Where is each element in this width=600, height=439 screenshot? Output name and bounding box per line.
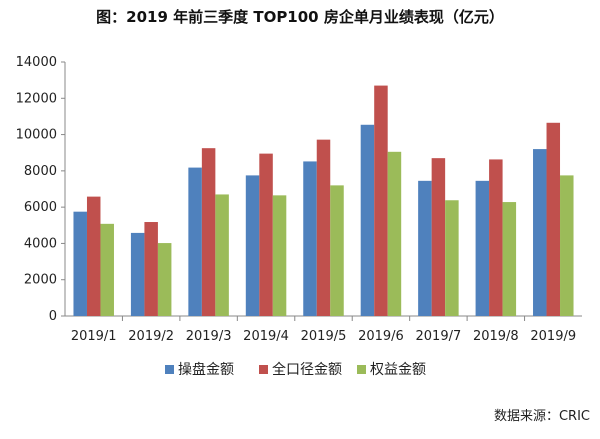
bar-操盘金额-2019/1 (73, 211, 87, 316)
y-tick-label: 10000 (16, 128, 57, 143)
x-tick-label: 2019/7 (416, 329, 462, 344)
x-tick-label: 2019/4 (243, 329, 289, 344)
bars (73, 85, 574, 317)
bar-权益金额-2019/5 (330, 185, 344, 316)
bar-全口径金额-2019/3 (201, 148, 216, 316)
bar-操盘金额-2019/5 (303, 161, 317, 316)
x-tick-label: 2019/8 (473, 329, 519, 344)
bar-权益金额-2019/9 (560, 175, 574, 316)
chart-title: 图：2019 年前三季度 TOP100 房企单月业绩表现（亿元） (96, 8, 504, 26)
bar-权益金额-2019/2 (157, 243, 172, 316)
bar-操盘金额-2019/2 (130, 232, 145, 316)
legend-swatch (165, 365, 174, 374)
bar-权益金额-2019/8 (502, 202, 517, 316)
bar-全口径金额-2019/4 (259, 153, 273, 316)
legend-label: 操盘金额 (178, 361, 234, 378)
bar-权益金额-2019/7 (445, 200, 459, 316)
legend-swatch (259, 365, 268, 374)
legend-label: 权益金额 (370, 362, 426, 378)
bar-操盘金额-2019/6 (360, 124, 375, 316)
x-tick-label: 2019/1 (71, 329, 117, 344)
y-tick-label: 2000 (24, 273, 57, 288)
bar-全口径金额-2019/8 (489, 159, 503, 316)
bar-操盘金额-2019/9 (533, 149, 547, 316)
bar-权益金额-2019/4 (272, 195, 287, 316)
legend-swatch (357, 365, 366, 374)
y-tick-label: 12000 (16, 91, 57, 106)
x-tick-labels: 2019/1 2019/2 2019/3 2019/4 2019/5 2019/6 2019… (71, 329, 576, 344)
legend: 操盘金额 全口径金额 权益金额 (165, 361, 426, 378)
bar-全口径金额-2019/2 (144, 222, 158, 316)
x-tick-label: 2019/9 (530, 329, 576, 344)
y-tick-label: 4000 (24, 236, 57, 251)
y-tick-label: 6000 (24, 200, 57, 215)
x-tick-label: 2019/6 (358, 329, 404, 344)
x-tick-label: 2019/2 (128, 329, 174, 344)
bar-权益金额-2019/1 (100, 223, 114, 316)
x-tick-label: 2019/3 (186, 329, 232, 344)
y-tick-label: 14000 (16, 55, 57, 70)
bar-操盘金额-2019/4 (245, 175, 260, 316)
bar-全口径金额-2019/7 (431, 158, 446, 316)
y-tick-label: 0 (49, 309, 57, 324)
x-tick-label: 2019/5 (301, 329, 347, 344)
legend-label: 全口径金额 (272, 361, 342, 378)
y-tick-labels: 0 2000 4000 6000 8000 10000 12000 14000 (16, 55, 57, 324)
bar-全口径金额-2019/5 (316, 139, 331, 316)
bar-权益金额-2019/3 (215, 194, 229, 316)
bar-权益金额-2019/6 (387, 151, 402, 316)
bar-操盘金额-2019/8 (475, 180, 490, 316)
bar-操盘金额-2019/3 (188, 167, 202, 316)
y-tick-label: 8000 (24, 164, 57, 179)
bar-全口径金额-2019/9 (546, 122, 561, 317)
source-note: 数据来源：CRIC (494, 409, 590, 424)
bar-全口径金额-2019/6 (374, 85, 388, 316)
bar-全口径金额-2019/1 (86, 196, 101, 316)
bar-操盘金额-2019/7 (418, 180, 432, 316)
